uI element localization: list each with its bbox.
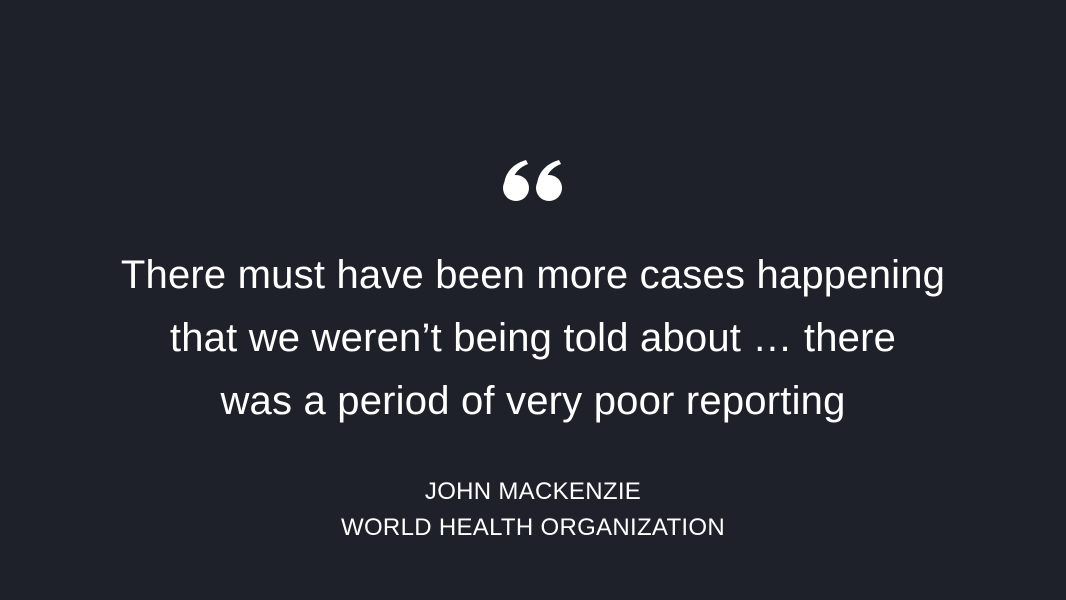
attribution: JOHN MACKENZIE WORLD HEALTH ORGANIZATION bbox=[0, 474, 1066, 546]
attribution-organization: WORLD HEALTH ORGANIZATION bbox=[341, 514, 725, 541]
quote-line: was a period of very poor reporting bbox=[220, 379, 846, 423]
quote-line: that we weren’t being told about … there bbox=[169, 316, 897, 360]
quote-line: There must have been more cases happenin… bbox=[120, 253, 946, 297]
attribution-name: JOHN MACKENZIE bbox=[424, 478, 642, 505]
open-quote-icon bbox=[0, 160, 1066, 204]
quote-text: There must have been more cases happenin… bbox=[40, 244, 1026, 433]
